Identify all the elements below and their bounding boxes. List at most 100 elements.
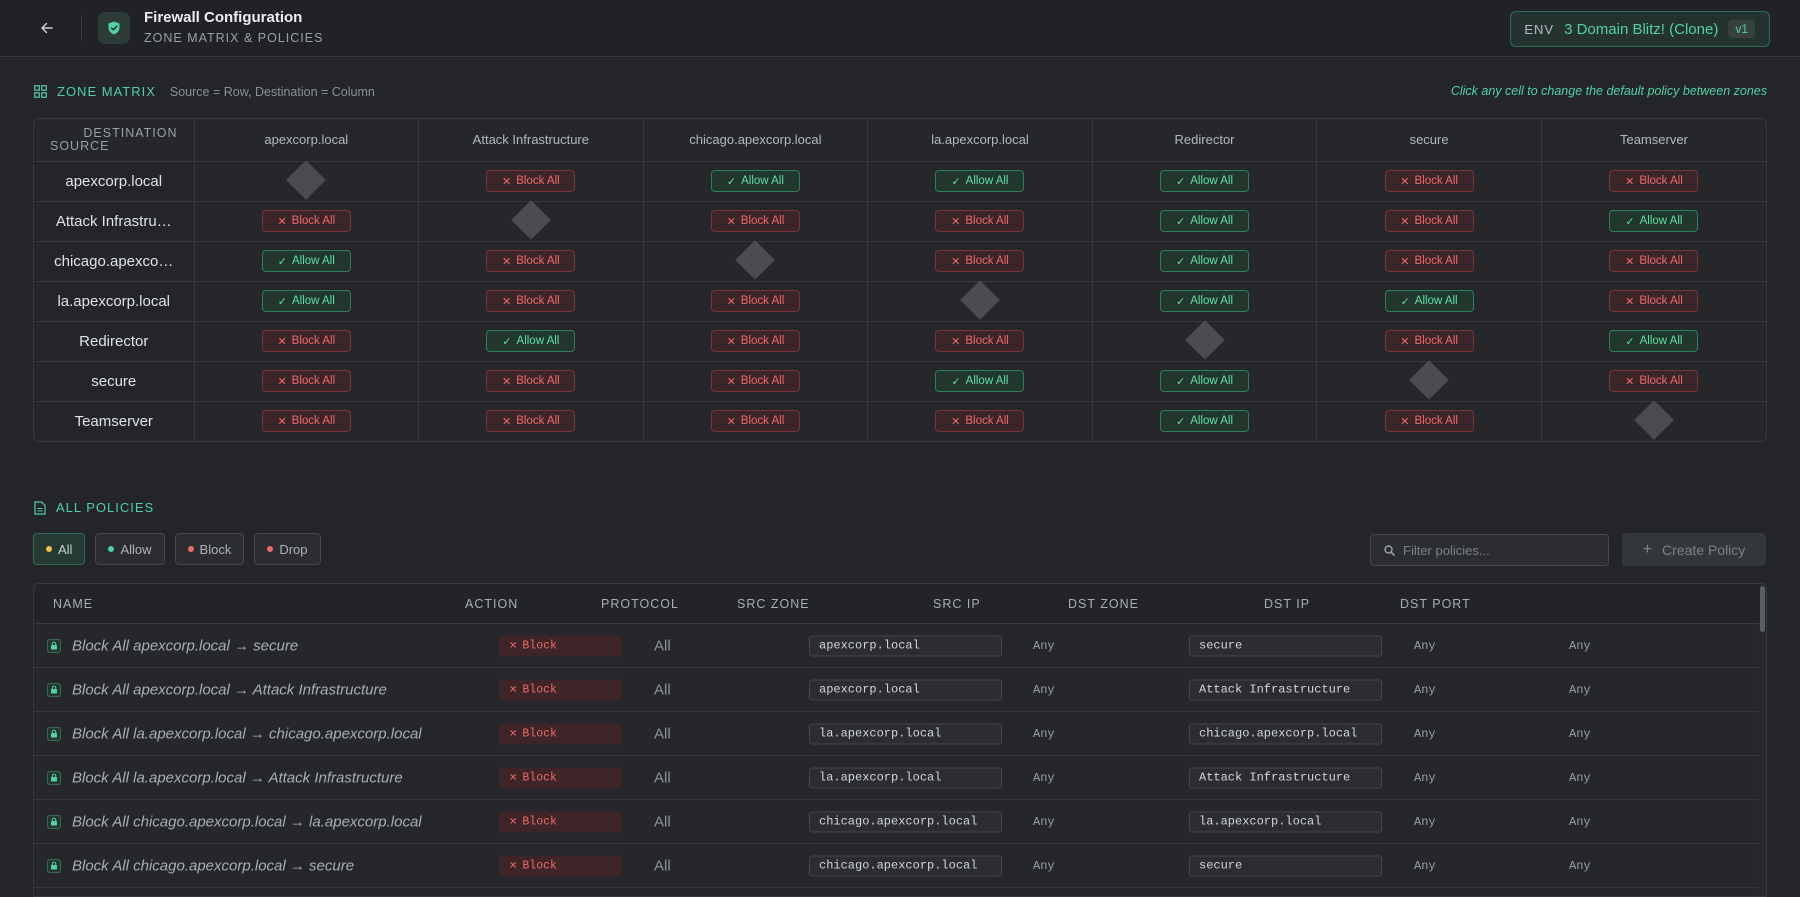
matrix-cell[interactable]: ✕ Block All [418, 281, 644, 322]
matrix-cell[interactable]: ✕ Block All [194, 361, 420, 402]
matrix-cell[interactable]: ✓ Allow All [1092, 401, 1318, 441]
block-all-button[interactable]: ✕ Block All [1609, 370, 1699, 392]
matrix-cell[interactable]: ✕ Block All [194, 321, 420, 362]
block-all-button[interactable]: ✕ Block All [710, 370, 800, 392]
block-all-button[interactable]: ✕ Block All [486, 410, 576, 433]
filter-drop-button[interactable]: Drop [254, 533, 321, 565]
matrix-cell[interactable]: ✕ Block All [643, 281, 869, 322]
matrix-cell[interactable]: ✕ Block All [1541, 281, 1766, 322]
block-all-button[interactable]: ✕ Block All [1384, 210, 1474, 232]
block-all-button[interactable]: ✕ Block All [710, 290, 800, 312]
column-header-src-zone[interactable]: SRC ZONE [737, 597, 810, 611]
matrix-cell[interactable]: ✕ Block All [867, 401, 1093, 441]
matrix-cell[interactable]: ✕ Block All [418, 161, 644, 202]
column-header-name[interactable]: NAME [53, 597, 94, 611]
block-all-button[interactable]: ✕ Block All [710, 410, 800, 433]
matrix-cell[interactable]: ✓ Allow All [1092, 361, 1318, 402]
matrix-cell[interactable]: ✕ Block All [1316, 241, 1542, 282]
table-row[interactable]: Block All chicago.apexcorp.local → la.ap… [34, 800, 1766, 844]
matrix-cell[interactable]: ✕ Block All [643, 201, 869, 242]
matrix-cell[interactable]: ✓ Allow All [1541, 321, 1766, 362]
table-row[interactable]: Block All apexcorp.local → secure ✕ Block A… [34, 624, 1766, 668]
block-all-button[interactable]: ✕ Block All [935, 330, 1025, 352]
block-all-button[interactable]: ✕ Block All [486, 250, 576, 272]
back-button[interactable] [32, 13, 62, 43]
matrix-cell[interactable]: ✓ Allow All [418, 321, 644, 362]
column-header-action[interactable]: ACTION [465, 597, 519, 611]
matrix-cell[interactable]: ✕ Block All [1541, 161, 1766, 202]
matrix-cell[interactable]: ✕ Block All [418, 361, 644, 402]
matrix-cell[interactable]: ✕ Block All [418, 401, 644, 441]
matrix-cell[interactable]: ✓ Allow All [867, 361, 1093, 402]
policies-scrollbar[interactable] [1759, 584, 1766, 896]
filter-all-button[interactable]: All [33, 533, 86, 565]
allow-all-button[interactable]: ✓ Allow All [1160, 370, 1250, 392]
block-all-button[interactable]: ✕ Block All [710, 330, 800, 352]
allow-all-button[interactable]: ✓ Allow All [1160, 290, 1250, 312]
filter-policies-field[interactable] [1370, 534, 1609, 566]
matrix-cell[interactable]: ✕ Block All [867, 241, 1093, 282]
table-row[interactable]: Block All la.apexcorp.local → chicago.ap… [34, 712, 1766, 756]
allow-all-button[interactable]: ✓ Allow All [1160, 250, 1250, 272]
environment-selector[interactable]: ENV 3 Domain Blitz! (Clone) v1 [1510, 11, 1770, 47]
matrix-cell[interactable]: ✕ Block All [1541, 241, 1766, 282]
allow-all-button[interactable]: ✓ Allow All [935, 370, 1025, 392]
filter-policies-input[interactable] [1403, 542, 1593, 558]
block-all-button[interactable]: ✕ Block All [261, 370, 351, 392]
column-header-dst-ip[interactable]: DST IP [1264, 597, 1311, 611]
block-all-button[interactable]: ✕ Block All [1384, 330, 1474, 352]
block-all-button[interactable]: ✕ Block All [1384, 410, 1474, 433]
filter-block-button[interactable]: Block [174, 533, 245, 565]
block-all-button[interactable]: ✕ Block All [261, 210, 351, 232]
allow-all-button[interactable]: ✓ Allow All [1160, 410, 1250, 433]
table-row[interactable]: Block All apexcorp.local → Attack Infras… [34, 668, 1766, 712]
matrix-cell[interactable]: ✕ Block All [867, 201, 1093, 242]
block-all-button[interactable]: ✕ Block All [1384, 250, 1474, 272]
scrollbar-thumb[interactable] [1760, 586, 1765, 632]
allow-all-button[interactable]: ✓ Allow All [1609, 330, 1699, 352]
matrix-cell[interactable]: ✕ Block All [194, 401, 420, 441]
create-policy-button[interactable]: + Create Policy [1622, 533, 1766, 566]
allow-all-button[interactable]: ✓ Allow All [261, 290, 351, 312]
allow-all-button[interactable]: ✓ Allow All [935, 170, 1025, 192]
matrix-cell[interactable]: ✕ Block All [867, 321, 1093, 362]
block-all-button[interactable]: ✕ Block All [486, 170, 576, 192]
table-row[interactable]: Block All la.apexcorp.local → Attack Inf… [34, 756, 1766, 800]
column-header-dst-port[interactable]: DST PORT [1400, 597, 1471, 611]
matrix-cell[interactable]: ✕ Block All [1316, 321, 1542, 362]
block-all-button[interactable]: ✕ Block All [1609, 170, 1699, 192]
matrix-cell[interactable]: ✓ Allow All [194, 241, 420, 282]
matrix-cell[interactable]: ✓ Allow All [1092, 201, 1318, 242]
matrix-cell[interactable]: ✓ Allow All [194, 281, 420, 322]
table-row[interactable]: Block All chicago.apexcorp.local → secur… [34, 844, 1766, 888]
matrix-cell[interactable]: ✕ Block All [643, 321, 869, 362]
allow-all-button[interactable]: ✓ Allow All [1609, 210, 1699, 232]
allow-all-button[interactable]: ✓ Allow All [1160, 210, 1250, 232]
matrix-cell[interactable]: ✓ Allow All [1316, 281, 1542, 322]
matrix-cell[interactable]: ✓ Allow All [1092, 161, 1318, 202]
block-all-button[interactable]: ✕ Block All [710, 210, 800, 232]
matrix-cell[interactable]: ✕ Block All [1541, 361, 1766, 402]
block-all-button[interactable]: ✕ Block All [935, 250, 1025, 272]
matrix-cell[interactable]: ✕ Block All [1316, 161, 1542, 202]
filter-allow-button[interactable]: Allow [95, 533, 165, 565]
column-header-dst-zone[interactable]: DST ZONE [1068, 597, 1139, 611]
block-all-button[interactable]: ✕ Block All [486, 290, 576, 312]
matrix-cell[interactable]: ✕ Block All [1316, 401, 1542, 441]
matrix-cell[interactable]: ✕ Block All [194, 201, 420, 242]
block-all-button[interactable]: ✕ Block All [1609, 250, 1699, 272]
allow-all-button[interactable]: ✓ Allow All [1160, 170, 1250, 192]
matrix-cell[interactable]: ✓ Allow All [867, 161, 1093, 202]
matrix-cell[interactable]: ✓ Allow All [1092, 241, 1318, 282]
column-header-protocol[interactable]: PROTOCOL [601, 597, 679, 611]
block-all-button[interactable]: ✕ Block All [261, 410, 351, 433]
allow-all-button[interactable]: ✓ Allow All [1384, 290, 1474, 312]
matrix-cell[interactable]: ✕ Block All [643, 401, 869, 441]
matrix-cell[interactable]: ✕ Block All [643, 361, 869, 402]
block-all-button[interactable]: ✕ Block All [935, 410, 1025, 433]
block-all-button[interactable]: ✕ Block All [486, 370, 576, 392]
block-all-button[interactable]: ✕ Block All [1609, 290, 1699, 312]
block-all-button[interactable]: ✕ Block All [935, 210, 1025, 232]
matrix-cell[interactable]: ✕ Block All [418, 241, 644, 282]
matrix-cell[interactable]: ✓ Allow All [1541, 201, 1766, 242]
